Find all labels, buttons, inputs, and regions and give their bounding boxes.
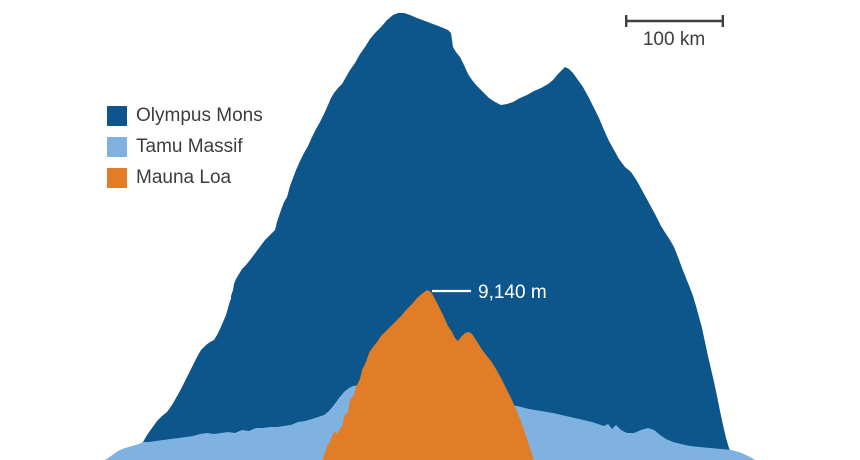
profile-olympus-mons bbox=[128, 13, 734, 460]
legend-label-mauna-loa: Mauna Loa bbox=[136, 167, 232, 188]
annotation-label: 9,140 m bbox=[478, 282, 547, 303]
legend: Olympus Mons Tamu Massif Mauna Loa bbox=[107, 105, 263, 188]
legend-label-olympus-mons: Olympus Mons bbox=[136, 105, 263, 126]
legend-swatch-tamu-massif bbox=[107, 136, 127, 157]
legend-swatch-olympus-mons bbox=[107, 105, 127, 126]
legend-label-tamu-massif: Tamu Massif bbox=[136, 136, 243, 157]
scale-bar: 100 km bbox=[625, 15, 724, 50]
scale-bar-label: 100 km bbox=[643, 29, 705, 50]
legend-item-mauna-loa: Mauna Loa bbox=[107, 167, 263, 188]
peak-annotation: 9,140 m bbox=[432, 282, 547, 303]
mountain-profiles-layer bbox=[105, 13, 755, 460]
legend-item-olympus-mons: Olympus Mons bbox=[107, 105, 263, 126]
legend-swatch-mauna-loa bbox=[107, 167, 127, 188]
profile-mauna-loa bbox=[322, 290, 534, 460]
legend-item-tamu-massif: Tamu Massif bbox=[107, 136, 263, 157]
